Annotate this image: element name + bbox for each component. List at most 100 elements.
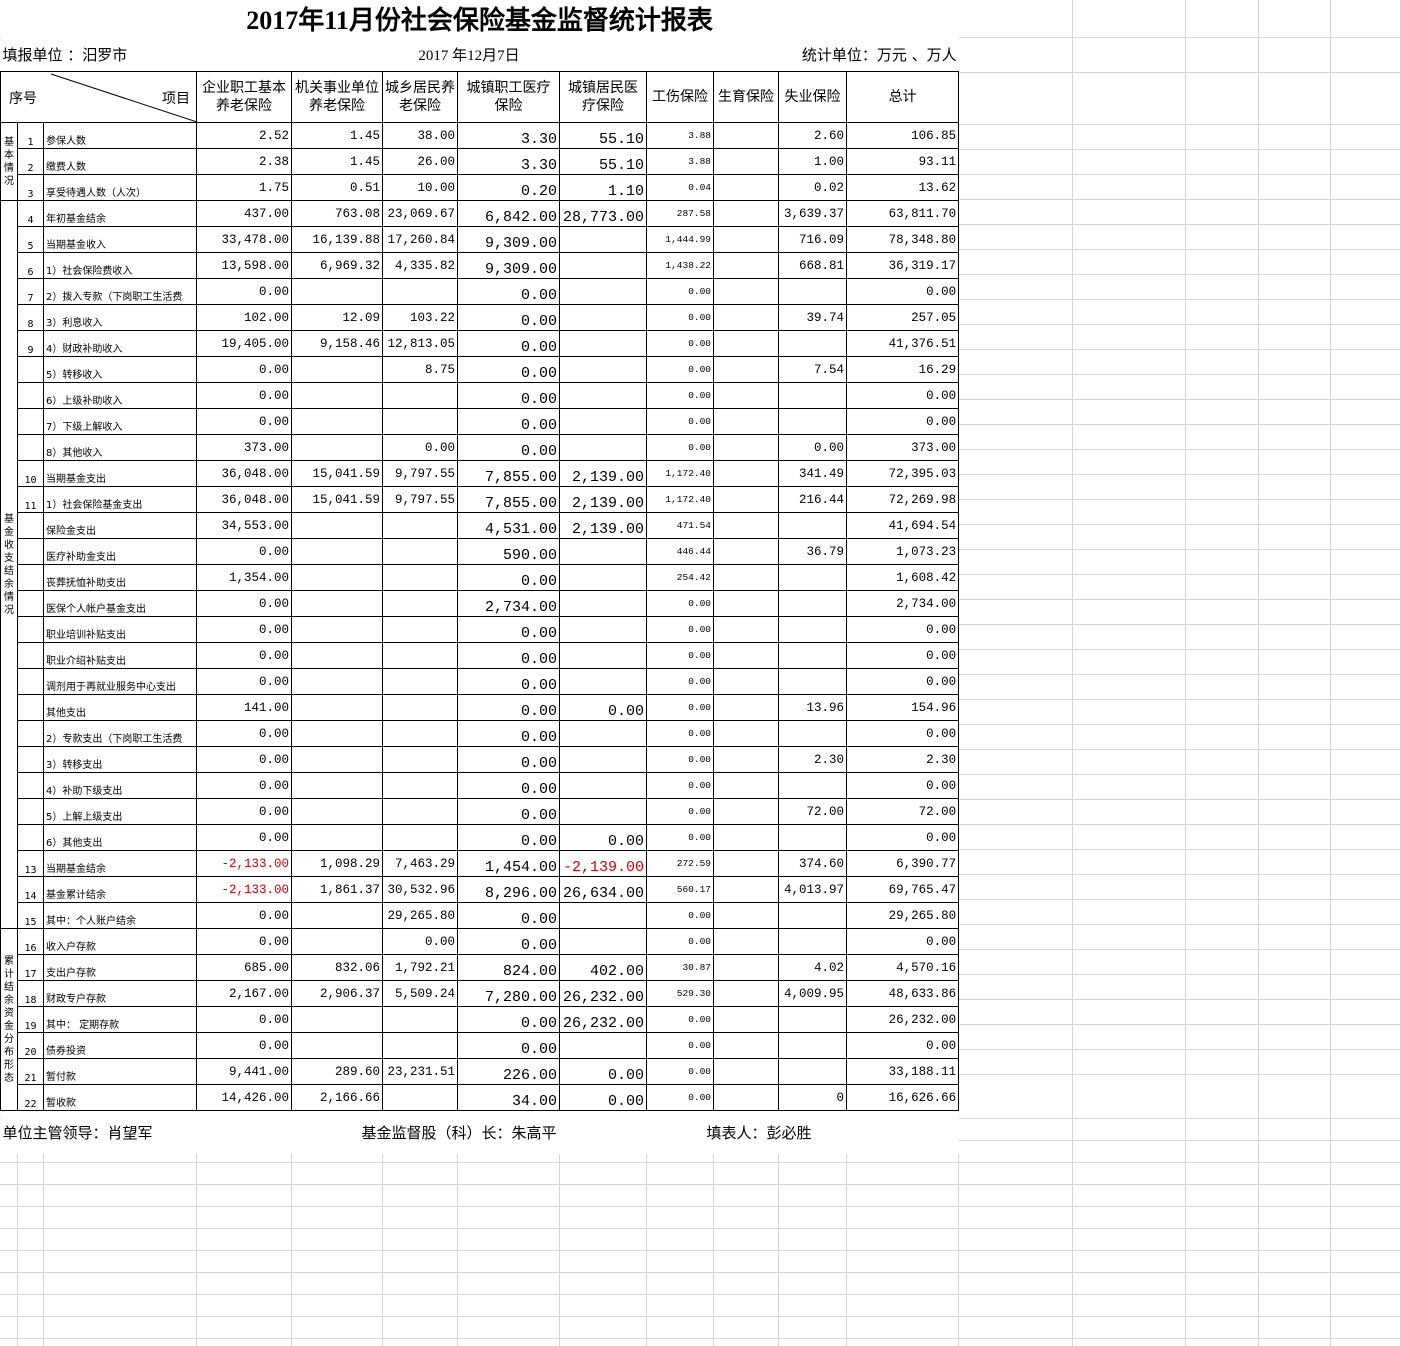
row-seq[interactable]: 10 — [17, 460, 44, 487]
cell-resident-medical[interactable]: 26,232.00 — [559, 1006, 647, 1033]
row-seq[interactable] — [17, 772, 44, 799]
row-seq[interactable] — [17, 642, 44, 669]
row-label[interactable]: 当期基金支出 — [43, 460, 197, 487]
cell-enterprise-pension[interactable]: 0.00 — [196, 746, 292, 773]
row-seq[interactable]: 4 — [17, 200, 44, 227]
cell-enterprise-pension[interactable]: 14,426.00 — [196, 1084, 292, 1111]
cell-resident-medical[interactable]: 55.10 — [559, 122, 647, 149]
row-label[interactable]: 暂收款 — [43, 1084, 197, 1111]
cell-maternity[interactable] — [713, 148, 779, 175]
cell-resident-pension[interactable]: 0.00 — [382, 928, 458, 955]
cell-institution-pension[interactable]: 1,861.37 — [291, 876, 383, 903]
row-seq[interactable]: 8 — [17, 304, 44, 331]
cell-maternity[interactable] — [713, 538, 779, 565]
cell-resident-medical[interactable] — [559, 252, 647, 279]
cell-employee-medical[interactable]: 0.00 — [457, 434, 560, 461]
cell-resident-medical[interactable]: 0.00 — [559, 694, 647, 721]
cell-maternity[interactable] — [713, 200, 779, 227]
cell-maternity[interactable] — [713, 642, 779, 669]
cell-institution-pension[interactable] — [291, 512, 383, 539]
cell-enterprise-pension[interactable]: -2,133.00 — [196, 876, 292, 903]
cell-maternity[interactable] — [713, 382, 779, 409]
cell-maternity[interactable] — [713, 720, 779, 747]
cell-maternity[interactable] — [713, 434, 779, 461]
cell-resident-pension[interactable] — [382, 538, 458, 565]
cell-injury[interactable]: 1,438.22 — [646, 252, 714, 279]
cell-maternity[interactable] — [713, 512, 779, 539]
cell-total[interactable]: 6,390.77 — [845, 850, 960, 877]
cell-total[interactable]: 0.00 — [845, 668, 960, 695]
cell-injury[interactable]: 3.88 — [646, 148, 714, 175]
cell-resident-pension[interactable] — [382, 642, 458, 669]
cell-total[interactable]: 106.85 — [845, 122, 960, 149]
cell-unemployment[interactable]: 716.09 — [778, 226, 847, 253]
cell-injury[interactable]: 287.58 — [646, 200, 714, 227]
cell-resident-pension[interactable]: 7,463.29 — [382, 850, 458, 877]
cell-total[interactable]: 0.00 — [845, 616, 960, 643]
cell-enterprise-pension[interactable]: 141.00 — [196, 694, 292, 721]
cell-institution-pension[interactable] — [291, 408, 383, 435]
row-seq[interactable]: 15 — [17, 902, 44, 929]
cell-total[interactable]: 33,188.11 — [845, 1058, 960, 1085]
cell-injury[interactable]: 0.00 — [646, 694, 714, 721]
cell-unemployment[interactable]: 36.79 — [778, 538, 847, 565]
row-label[interactable]: 4）补助下级支出 — [43, 772, 197, 799]
cell-maternity[interactable] — [713, 408, 779, 435]
cell-maternity[interactable] — [713, 772, 779, 799]
cell-unemployment[interactable]: 3,639.37 — [778, 200, 847, 227]
cell-resident-medical[interactable]: 0.00 — [559, 1084, 647, 1111]
cell-maternity[interactable] — [713, 850, 779, 877]
row-label[interactable]: 其中： 定期存款 — [43, 1006, 197, 1033]
row-seq[interactable]: 9 — [17, 330, 44, 357]
cell-total[interactable]: 72,395.03 — [845, 460, 960, 487]
cell-resident-pension[interactable] — [382, 590, 458, 617]
cell-injury[interactable]: 0.00 — [646, 408, 714, 435]
cell-resident-medical[interactable] — [559, 538, 647, 565]
cell-injury[interactable]: 471.54 — [646, 512, 714, 539]
row-seq[interactable]: 16 — [17, 928, 44, 955]
cell-unemployment[interactable]: 0.00 — [778, 434, 847, 461]
cell-maternity[interactable] — [713, 928, 779, 955]
cell-employee-medical[interactable]: 0.00 — [457, 694, 560, 721]
cell-unemployment[interactable]: 0 — [778, 1084, 847, 1111]
column-header[interactable]: 工伤保险 — [646, 71, 714, 123]
cell-resident-pension[interactable] — [382, 1084, 458, 1111]
cell-unemployment[interactable]: 374.60 — [778, 850, 847, 877]
row-seq[interactable]: 1 — [17, 122, 44, 149]
cell-employee-medical[interactable]: 226.00 — [457, 1058, 560, 1085]
cell-employee-medical[interactable]: 8,296.00 — [457, 876, 560, 903]
row-seq[interactable] — [17, 408, 44, 435]
cell-maternity[interactable] — [713, 902, 779, 929]
cell-maternity[interactable] — [713, 1032, 779, 1059]
cell-institution-pension[interactable]: 1.45 — [291, 148, 383, 175]
cell-resident-pension[interactable]: 30,532.96 — [382, 876, 458, 903]
cell-enterprise-pension[interactable]: 2.38 — [196, 148, 292, 175]
cell-maternity[interactable] — [713, 304, 779, 331]
cell-injury[interactable]: 0.00 — [646, 1084, 714, 1111]
cell-maternity[interactable] — [713, 174, 779, 201]
cell-enterprise-pension[interactable]: 0.00 — [196, 382, 292, 409]
cell-total[interactable]: 72,269.98 — [845, 486, 960, 513]
cell-employee-medical[interactable]: 0.00 — [457, 720, 560, 747]
column-header[interactable]: 总计 — [845, 71, 960, 123]
cell-maternity[interactable] — [713, 1058, 779, 1085]
cell-unemployment[interactable]: 39.74 — [778, 304, 847, 331]
cell-injury[interactable]: 1,444.99 — [646, 226, 714, 253]
stat-unit[interactable]: 统计单位：万元 、万人 — [646, 37, 959, 72]
cell-resident-medical[interactable]: 0.00 — [559, 1058, 647, 1085]
cell-resident-medical[interactable] — [559, 746, 647, 773]
cell-injury[interactable]: 0.00 — [646, 746, 714, 773]
cell-institution-pension[interactable] — [291, 1006, 383, 1033]
cell-resident-medical[interactable] — [559, 928, 647, 955]
cell-total[interactable]: 0.00 — [845, 1032, 960, 1059]
cell-institution-pension[interactable] — [291, 694, 383, 721]
column-header[interactable]: 生育保险 — [713, 71, 779, 123]
row-label[interactable]: 年初基金结余 — [43, 200, 197, 227]
cell-injury[interactable]: 0.00 — [646, 382, 714, 409]
cell-enterprise-pension[interactable]: 0.00 — [196, 590, 292, 617]
cell-enterprise-pension[interactable]: 0.00 — [196, 408, 292, 435]
cell-resident-medical[interactable]: 26,232.00 — [559, 980, 647, 1007]
cell-total[interactable]: 0.00 — [845, 928, 960, 955]
cell-employee-medical[interactable]: 3.30 — [457, 122, 560, 149]
row-seq[interactable] — [17, 590, 44, 617]
